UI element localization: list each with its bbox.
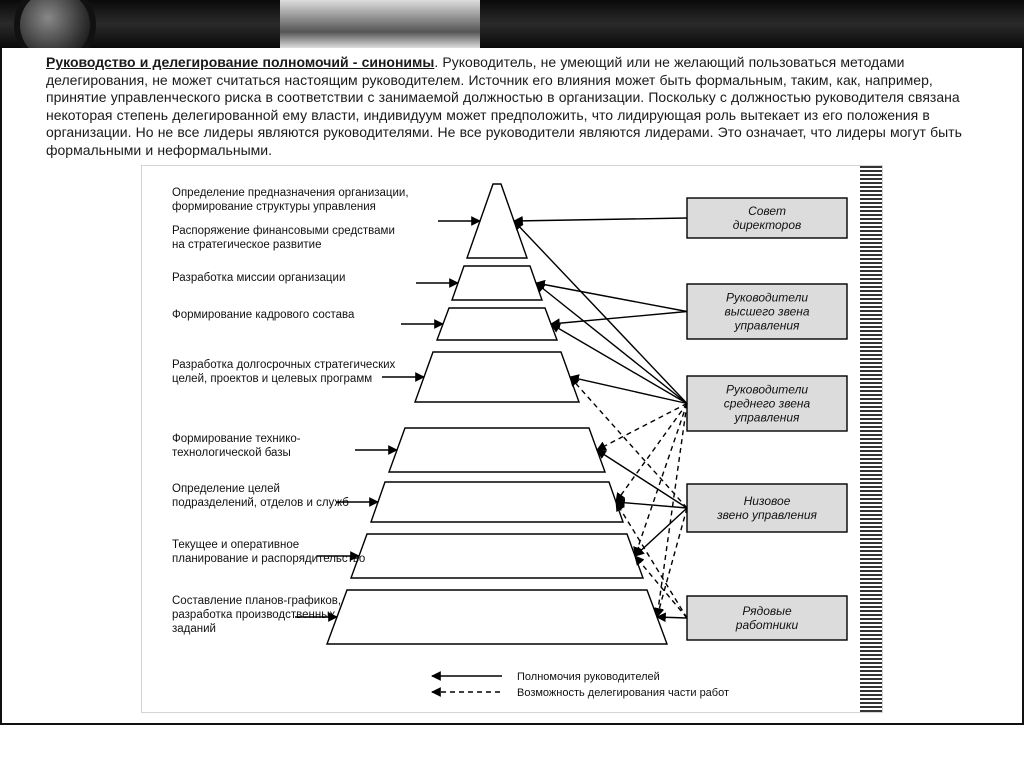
svg-text:директоров: директоров bbox=[733, 218, 802, 232]
svg-text:на стратегическое развитие: на стратегическое развитие bbox=[172, 239, 322, 251]
svg-text:Формирование технико-: Формирование технико- bbox=[172, 433, 301, 445]
svg-text:Руководители: Руководители bbox=[726, 383, 808, 397]
svg-text:Составление планов-графиков,: Составление планов-графиков, bbox=[172, 595, 341, 607]
svg-text:работники: работники bbox=[735, 618, 799, 632]
svg-text:формирование структуры управле: формирование структуры управления bbox=[172, 201, 376, 213]
scan-artifact-edge bbox=[860, 166, 882, 712]
svg-text:управления: управления bbox=[734, 319, 801, 333]
svg-text:Разработка миссии организации: Разработка миссии организации bbox=[172, 272, 345, 284]
svg-text:разработка производственных: разработка производственных bbox=[172, 609, 336, 621]
svg-text:Формирование кадрового состава: Формирование кадрового состава bbox=[172, 309, 355, 321]
svg-text:Определение целей: Определение целей bbox=[172, 483, 280, 495]
svg-text:целей, проектов и целевых прог: целей, проектов и целевых программ bbox=[172, 373, 372, 385]
svg-text:звено управления: звено управления bbox=[716, 508, 817, 522]
svg-text:Рядовые: Рядовые bbox=[742, 604, 792, 618]
svg-text:Полномочия руководителей: Полномочия руководителей bbox=[517, 671, 660, 683]
svg-text:планирование и распорядительст: планирование и распорядительство bbox=[172, 553, 365, 565]
svg-text:высшего звена: высшего звена bbox=[724, 305, 809, 319]
svg-text:Возможность делегирования част: Возможность делегирования части работ bbox=[517, 687, 729, 699]
svg-text:заданий: заданий bbox=[172, 623, 216, 635]
diagram-svg: Определение предназначения организации, ф… bbox=[142, 166, 882, 712]
decorative-header-strip bbox=[0, 0, 1024, 48]
svg-text:Совет: Совет bbox=[748, 204, 786, 218]
svg-text:среднего звена: среднего звена bbox=[724, 397, 811, 411]
management-pyramid-diagram: Определение предназначения организации, ф… bbox=[141, 165, 883, 713]
svg-text:Текущее и оперативное: Текущее и оперативное bbox=[172, 539, 299, 551]
paragraph-title: Руководство и делегирование полномочий -… bbox=[46, 54, 434, 70]
svg-text:Руководители: Руководители bbox=[726, 291, 808, 305]
svg-text:Распоряжение финансовыми средс: Распоряжение финансовыми средствами bbox=[172, 225, 395, 237]
svg-text:Низовое: Низовое bbox=[744, 494, 791, 508]
svg-text:технологической базы: технологической базы bbox=[172, 447, 291, 459]
main-paragraph: Руководство и делегирование полномочий -… bbox=[46, 54, 978, 159]
svg-text:подразделений, отделов и служб: подразделений, отделов и служб bbox=[172, 497, 349, 509]
svg-text:Определение предназначения орг: Определение предназначения организации, bbox=[172, 187, 409, 199]
slide-content: Руководство и делегирование полномочий -… bbox=[0, 48, 1024, 725]
svg-text:Разработка долгосрочных страте: Разработка долгосрочных стратегических bbox=[172, 359, 396, 371]
svg-text:управления: управления bbox=[734, 411, 801, 425]
